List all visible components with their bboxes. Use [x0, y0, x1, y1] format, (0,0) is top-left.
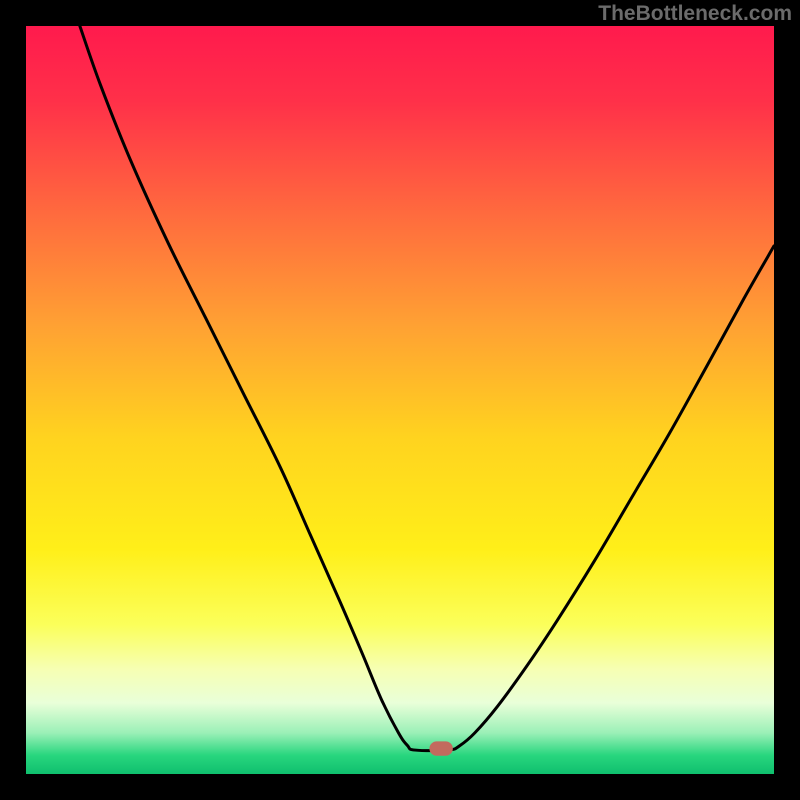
plot-svg: [26, 26, 774, 774]
watermark-text: TheBottleneck.com: [598, 2, 792, 26]
optimal-marker: [430, 742, 452, 755]
chart-container: TheBottleneck.com: [0, 0, 800, 800]
plot-area: [26, 26, 774, 774]
gradient-background: [26, 26, 774, 774]
